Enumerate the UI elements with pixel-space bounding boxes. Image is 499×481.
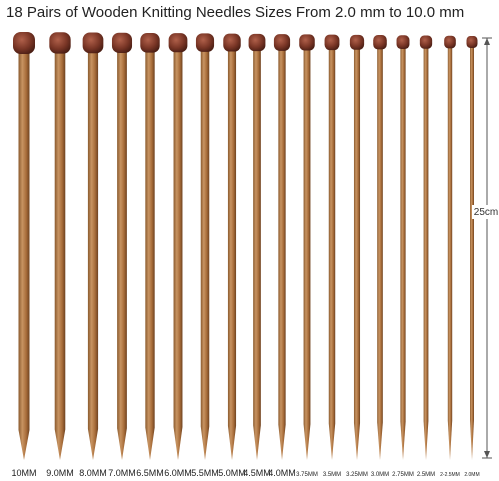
needle-shaft [377,46,383,460]
size-label: 5.0MM [218,468,246,478]
needle-shaft [87,50,99,460]
needle-knob [349,34,365,50]
needle-knob [396,35,410,50]
needle-shaft [253,48,261,460]
needle-knob [168,33,188,53]
size-label: 4.0MM [268,468,296,478]
title: 18 Pairs of Wooden Knitting Needles Size… [6,4,464,21]
size-label: 7.0MM [108,468,136,478]
needle-shaft [117,49,127,461]
needle-shaft [18,51,30,460]
needles: 10MM 9.0MM 8.0MM 7.0MM 6.5MM 6.0MM 5.5MM 5.0MM4… [11,32,480,478]
needle-knob [324,34,340,51]
size-label: 9.0MM [46,468,74,478]
size-label: 3.5MM [323,472,341,478]
needle-knob [49,32,71,54]
needle-knob [466,36,478,48]
scale-arrow [484,38,490,45]
needle-shaft [145,49,155,461]
needle-shaft [470,45,474,460]
needle-shaft [400,46,406,460]
size-label: 3.0MM [371,472,389,478]
needle-knob [223,33,241,52]
needle-shaft [200,48,210,460]
needle-shaft [423,45,429,461]
needle-knob [419,35,433,49]
needle-knob [444,35,456,49]
needle-knob [13,32,35,54]
scale-label-bg [472,205,499,219]
needle-knob [248,33,266,52]
size-label: 8.0MM [79,468,107,478]
size-label: 3.75MM [296,472,318,478]
scale-arrow [484,451,490,458]
size-label: 2-2.5MM [440,472,460,478]
needle-knob [111,32,133,53]
needle-shaft [303,47,311,461]
scale-bar: 25cm [472,37,499,459]
needle-knob [82,32,104,54]
needle-shaft [328,47,336,460]
needle-shaft [54,50,66,460]
size-label: 2.5MM [417,472,435,478]
needle-knob [195,33,215,52]
needle-shaft [353,46,361,460]
needle-knob [273,34,291,51]
needle-knob [299,34,315,51]
needle-shaft [173,49,183,461]
needle-shaft [227,48,237,460]
needle-knob [373,35,387,50]
size-label: 2.0MM [464,472,479,478]
size-label: 10MM [11,468,36,478]
size-label: 6.0MM [164,468,192,478]
size-label: 6.5MM [136,468,164,478]
needle-shaft [278,47,286,461]
needle-knob [140,32,160,53]
size-label: 5.5MM [191,468,219,478]
size-label: 4.5MM [243,468,271,478]
scale-label: 25cm [474,207,498,218]
size-label: 3.25MM [346,472,368,478]
needle-shaft [447,45,453,461]
size-label: 2.75MM [392,472,414,478]
